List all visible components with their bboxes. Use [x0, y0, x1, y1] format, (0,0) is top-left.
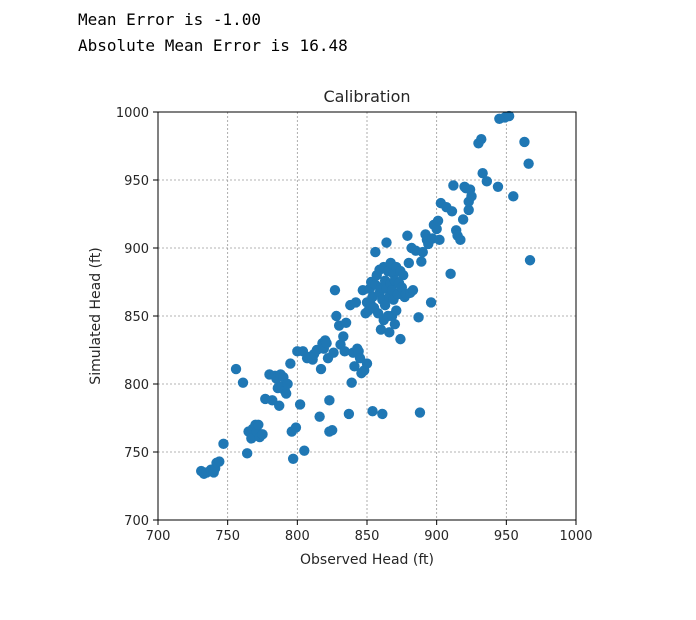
y-tick-label: 900: [124, 242, 149, 257]
y-tick-label: 850: [124, 310, 149, 325]
x-tick-label: 700: [146, 529, 171, 544]
data-point: [315, 363, 327, 375]
data-point: [417, 246, 428, 258]
data-point: [299, 445, 310, 456]
data-points: [195, 110, 536, 479]
data-point: [414, 407, 426, 418]
data-point: [361, 358, 373, 369]
data-point: [280, 388, 292, 399]
data-point: [230, 363, 242, 375]
data-point: [455, 234, 466, 246]
data-point: [395, 333, 406, 345]
data-point: [328, 347, 339, 358]
data-point: [282, 378, 293, 390]
data-point: [407, 284, 419, 296]
data-point: [343, 408, 355, 420]
data-point: [218, 438, 229, 450]
data-point: [324, 395, 335, 406]
data-point: [346, 377, 357, 388]
data-point: [519, 136, 530, 148]
y-tick-label: 700: [124, 514, 149, 529]
x-tick-label: 750: [215, 529, 240, 544]
data-point: [476, 134, 487, 145]
data-point: [425, 297, 437, 308]
data-point: [524, 255, 536, 266]
data-point: [338, 331, 349, 342]
data-point: [508, 191, 519, 202]
data-point: [314, 411, 325, 422]
data-point: [416, 256, 427, 267]
mean-error-output: Mean Error is -1.00: [78, 10, 262, 29]
data-point: [329, 284, 341, 296]
data-point: [287, 453, 299, 464]
data-point: [384, 327, 395, 338]
data-point: [331, 310, 342, 322]
chart-title: Calibration: [323, 87, 410, 106]
y-tick-label: 800: [124, 378, 149, 393]
data-point: [413, 312, 424, 323]
data-point: [241, 448, 253, 459]
data-point: [431, 223, 442, 235]
data-point: [237, 377, 249, 388]
data-point: [503, 110, 515, 122]
data-point: [432, 215, 444, 226]
data-point: [340, 317, 352, 328]
data-point: [379, 299, 391, 311]
data-point: [326, 425, 338, 436]
data-point: [391, 305, 402, 316]
absolute-mean-error-output: Absolute Mean Error is 16.48: [78, 36, 348, 55]
data-point: [350, 297, 362, 308]
data-point: [402, 230, 413, 241]
data-point: [257, 429, 268, 440]
x-axis-label: Observed Head (ft): [300, 552, 434, 568]
data-point: [466, 191, 477, 202]
data-point: [434, 234, 445, 246]
data-point: [477, 168, 488, 179]
data-point: [290, 422, 302, 433]
x-tick-label: 950: [494, 529, 519, 544]
data-point: [375, 324, 387, 335]
data-point: [457, 214, 469, 225]
x-tick-label: 800: [285, 529, 310, 544]
data-point: [523, 158, 534, 169]
data-point: [446, 206, 458, 217]
y-axis-label: Simulated Head (ft): [88, 247, 104, 384]
data-point: [463, 204, 474, 216]
data-point: [349, 361, 360, 372]
x-tick-label: 850: [355, 529, 380, 544]
y-tick-label: 1000: [116, 106, 149, 121]
data-point: [445, 268, 456, 280]
data-point: [214, 456, 225, 467]
data-point: [481, 176, 493, 187]
data-point: [267, 395, 278, 406]
data-point: [274, 400, 285, 411]
data-point: [253, 419, 264, 430]
data-point: [370, 246, 381, 258]
data-point: [448, 180, 459, 191]
data-point: [339, 346, 350, 357]
data-point: [377, 408, 388, 420]
y-tick-label: 750: [124, 446, 149, 461]
data-point: [403, 257, 414, 269]
y-tick-label: 950: [124, 174, 149, 189]
x-tick-label: 900: [424, 529, 449, 544]
data-point: [381, 237, 392, 248]
data-point: [367, 406, 378, 417]
data-point: [354, 352, 366, 364]
axis-ticks: 700 750 800 850 900 950 1000 700 750 800 850 900 950…: [116, 106, 593, 544]
x-tick-label: 1000: [559, 529, 592, 544]
data-point: [294, 399, 306, 410]
data-point: [321, 338, 332, 349]
data-point: [492, 181, 504, 192]
data-point: [398, 270, 409, 281]
data-point: [285, 358, 296, 369]
data-point: [389, 318, 401, 330]
